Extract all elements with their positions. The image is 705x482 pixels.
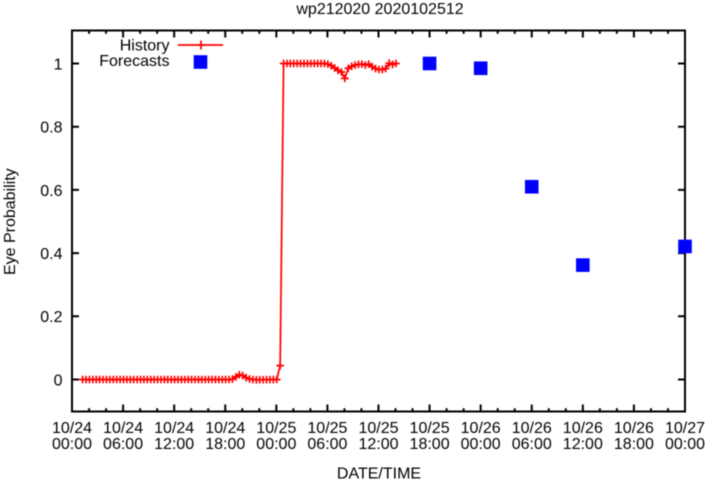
svg-text:DATE/TIME: DATE/TIME [337, 466, 421, 482]
svg-text:18:00: 18:00 [205, 436, 245, 453]
svg-text:10/24: 10/24 [154, 420, 194, 437]
svg-text:wp212020 2020102512: wp212020 2020102512 [295, 1, 463, 18]
svg-text:18:00: 18:00 [410, 436, 450, 453]
svg-text:10/25: 10/25 [410, 420, 450, 437]
svg-text:10/25: 10/25 [256, 420, 296, 437]
svg-text:18:00: 18:00 [614, 436, 654, 453]
svg-text:10/26: 10/26 [563, 420, 603, 437]
svg-text:12:00: 12:00 [563, 436, 603, 453]
svg-text:06:00: 06:00 [512, 436, 552, 453]
svg-text:12:00: 12:00 [358, 436, 398, 453]
svg-text:0.8: 0.8 [40, 120, 62, 137]
svg-text:1: 1 [54, 56, 63, 73]
svg-text:Eye Probability: Eye Probability [2, 168, 19, 275]
svg-text:10/25: 10/25 [307, 420, 347, 437]
svg-text:0.6: 0.6 [40, 183, 62, 200]
svg-text:0: 0 [54, 372, 63, 389]
svg-text:10/25: 10/25 [358, 420, 398, 437]
svg-text:10/27: 10/27 [665, 420, 705, 437]
svg-text:00:00: 00:00 [461, 436, 501, 453]
svg-text:0.4: 0.4 [40, 246, 62, 263]
svg-text:10/24: 10/24 [103, 420, 143, 437]
svg-text:0.2: 0.2 [40, 309, 62, 326]
svg-text:10/24: 10/24 [52, 420, 92, 437]
svg-text:10/26: 10/26 [512, 420, 552, 437]
svg-text:Forecasts: Forecasts [99, 53, 169, 70]
svg-text:06:00: 06:00 [103, 436, 143, 453]
svg-text:00:00: 00:00 [256, 436, 296, 453]
svg-text:10/26: 10/26 [614, 420, 654, 437]
svg-text:12:00: 12:00 [154, 436, 194, 453]
svg-text:06:00: 06:00 [307, 436, 347, 453]
svg-text:00:00: 00:00 [52, 436, 92, 453]
svg-text:00:00: 00:00 [665, 436, 705, 453]
svg-text:10/26: 10/26 [461, 420, 501, 437]
svg-text:10/24: 10/24 [205, 420, 245, 437]
svg-text:History: History [120, 38, 170, 55]
